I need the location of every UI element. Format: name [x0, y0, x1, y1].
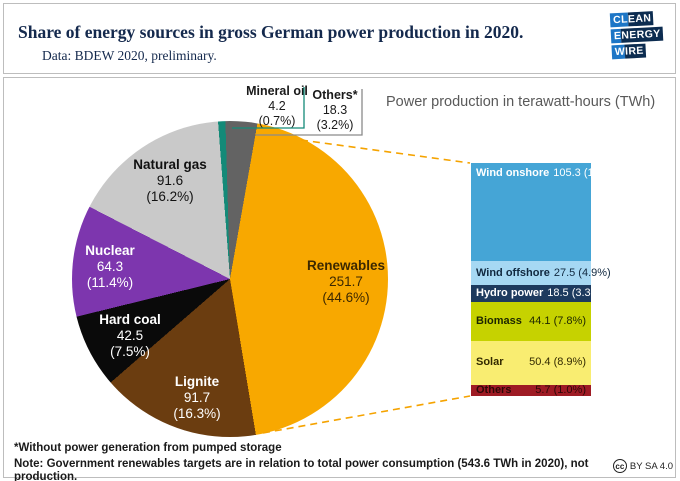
logo-text: IRE	[624, 43, 647, 59]
pie-label-lignite: Lignite 91.7 (16.3%)	[173, 374, 221, 421]
clean-energy-wire-logo: CL EAN E NERGY W IRE	[610, 11, 664, 62]
logo-row-energy: E NERGY	[610, 26, 664, 44]
bar-segment-wind-onshore: Wind onshore 105.3 (18.7%)	[471, 163, 622, 261]
logo-text-highlight: W	[611, 44, 626, 60]
note-line-1: Note: Government renewables targets are …	[14, 458, 589, 481]
license-label: BY SA 4.0	[629, 460, 673, 472]
note: Note: Government renewables targets are …	[14, 458, 614, 481]
bar-segment-others: Others 5.7 (1.0%)	[471, 385, 591, 397]
cc-license-badge: cc BY SA 4.0	[612, 459, 673, 473]
bar-chart-title: Power production in terawatt-hours (TWh)	[386, 94, 656, 110]
data-source-subtitle: Data: BDEW 2020, preliminary.	[42, 48, 217, 63]
logo-text-highlight: CL	[610, 12, 629, 28]
bar-segment-hydro-power: Hydro power 18.5 (3.3%)	[471, 285, 604, 302]
pie-label-renewables: Renewables 251.7 (44.6%)	[306, 258, 386, 305]
logo-row-wire: W IRE	[611, 43, 647, 60]
bar-segment-biomass: Biomass 44.1 (7.8%)	[471, 301, 591, 341]
pie-label-natural-gas: Natural gas 91.6 (16.2%)	[133, 157, 207, 204]
callout-label-others: Others* 18.3 (3.2%)	[312, 88, 358, 132]
cc-icon: cc	[612, 459, 627, 473]
header-card: Share of energy sources in gross German …	[3, 3, 676, 74]
footnote: *Without power generation from pumped st…	[14, 442, 282, 454]
pie-label-nuclear: Nuclear 64.3 (11.4%)	[85, 243, 135, 290]
bar-segment-wind-offshore: Wind offshore 27.5 (4.9%)	[471, 260, 611, 286]
logo-text: EAN	[627, 11, 654, 27]
page-title: Share of energy sources in gross German …	[18, 22, 524, 42]
bar-segment-solar: Solar 50.4 (8.9%)	[471, 340, 591, 386]
renewables-breakdown-bar: Wind onshore 105.3 (18.7%) Wind offshore…	[471, 163, 622, 397]
pie-chart	[72, 121, 388, 437]
logo-text: NERGY	[621, 26, 664, 43]
pie-label-hard-coal: Hard coal 42.5 (7.5%)	[99, 312, 161, 359]
logo-row-clean: CL EAN	[610, 11, 654, 28]
